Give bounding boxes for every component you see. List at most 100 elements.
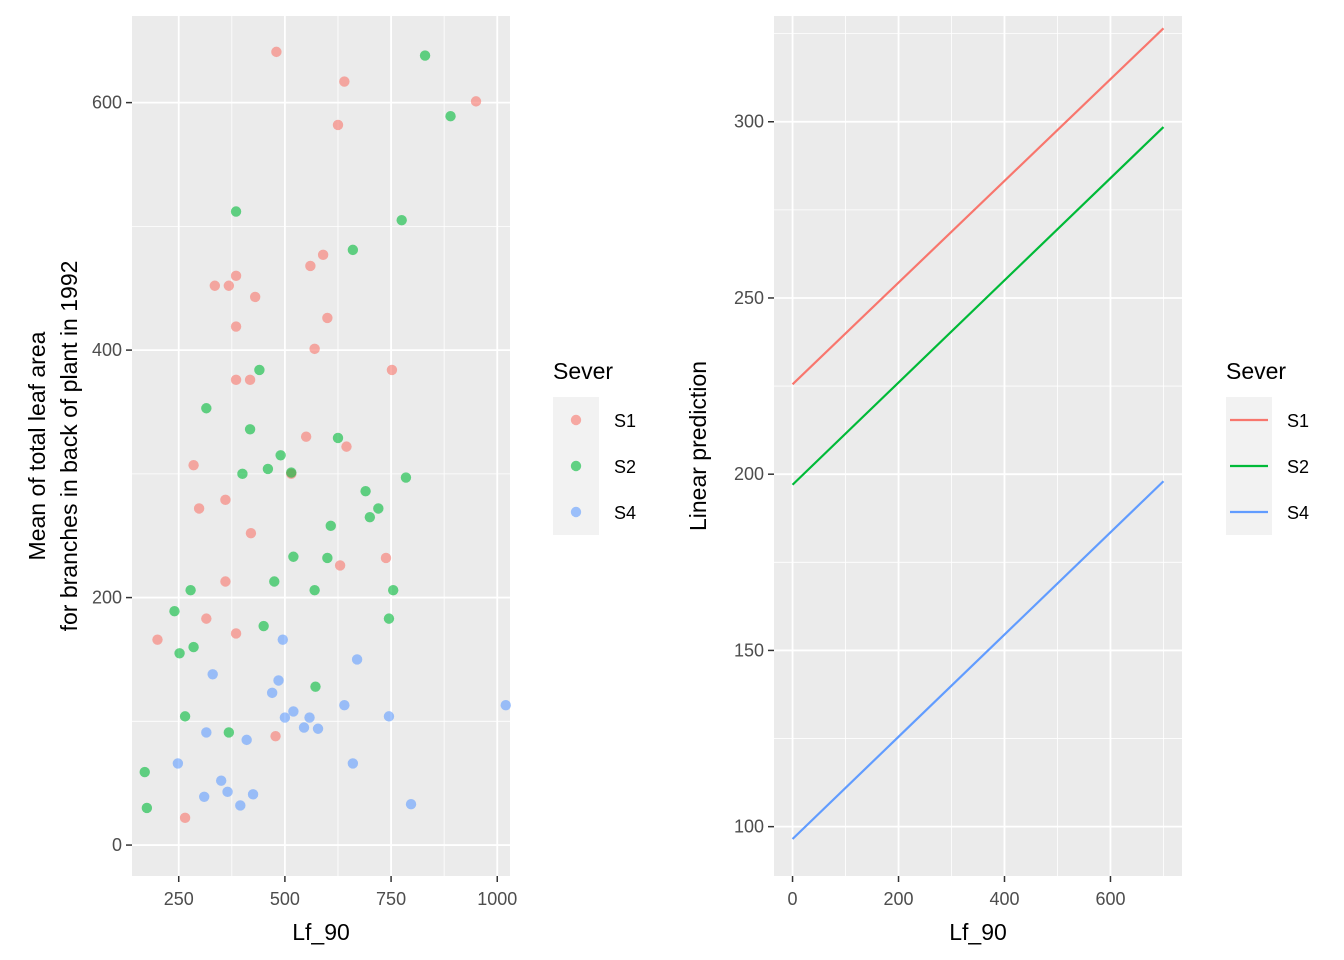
data-point-s1 bbox=[223, 280, 235, 291]
data-point-s4 bbox=[235, 800, 246, 811]
data-point-s2 bbox=[237, 468, 248, 480]
data-point-s4 bbox=[500, 700, 511, 711]
x-tick-label: 200 bbox=[883, 889, 913, 909]
data-point-s4 bbox=[207, 669, 218, 680]
data-point-s2 bbox=[400, 472, 412, 483]
data-point-s2 bbox=[179, 711, 191, 722]
data-point-s4 bbox=[215, 775, 227, 786]
legend: Sever S1 S2 S4 bbox=[553, 358, 636, 535]
legend-key-s4 bbox=[570, 506, 582, 518]
legend-label-s2: S2 bbox=[614, 457, 636, 477]
x-tick-label: 500 bbox=[270, 889, 300, 909]
data-point-s4 bbox=[304, 712, 315, 723]
legend-label-s4: S4 bbox=[614, 503, 636, 523]
data-point-s2 bbox=[223, 727, 235, 738]
prediction-line-plot: 0 200 400 600 100 150 200 250 300 Lf_90 Linear pre… bbox=[685, 16, 1309, 945]
data-point-s2 bbox=[288, 551, 299, 562]
data-point-s2 bbox=[383, 613, 395, 624]
data-point-s2 bbox=[262, 463, 274, 475]
data-point-s1 bbox=[230, 270, 242, 282]
x-axis-title: Lf_90 bbox=[292, 919, 350, 945]
data-point-s4 bbox=[273, 675, 284, 686]
legend-label-s2: S2 bbox=[1287, 457, 1309, 477]
data-point-s4 bbox=[241, 734, 252, 746]
data-point-s1 bbox=[332, 119, 344, 131]
data-point-s2 bbox=[188, 641, 199, 653]
x-tick-label: 0 bbox=[788, 889, 798, 909]
y-tick-label: 0 bbox=[112, 835, 122, 855]
data-point-s2 bbox=[309, 584, 320, 596]
data-point-s1 bbox=[305, 260, 316, 272]
data-point-s2 bbox=[185, 584, 196, 596]
data-point-s2 bbox=[360, 485, 371, 497]
data-point-s4 bbox=[247, 789, 259, 800]
legend-title: Sever bbox=[553, 358, 613, 384]
data-point-s1 bbox=[309, 343, 320, 355]
legend-key-s1 bbox=[570, 414, 582, 426]
data-marks bbox=[139, 46, 511, 824]
data-point-s4 bbox=[222, 786, 233, 798]
data-point-s4 bbox=[351, 654, 363, 665]
y-axis-title-line: for branches in back of plant in 1992 bbox=[56, 261, 82, 632]
data-point-s1 bbox=[201, 613, 212, 624]
y-tick-label: 100 bbox=[734, 817, 764, 837]
data-point-s2 bbox=[230, 206, 242, 217]
data-point-s2 bbox=[322, 552, 333, 564]
panel-background bbox=[774, 16, 1182, 876]
data-point-s1 bbox=[230, 374, 242, 385]
data-point-s1 bbox=[193, 503, 205, 514]
data-point-s4 bbox=[277, 634, 288, 645]
data-point-s1 bbox=[244, 374, 256, 385]
data-point-s2 bbox=[141, 802, 153, 814]
data-point-s1 bbox=[179, 812, 191, 824]
legend-label-s1: S1 bbox=[614, 411, 636, 431]
data-point-s1 bbox=[341, 441, 352, 452]
data-point-s4 bbox=[201, 727, 212, 738]
data-point-s1 bbox=[334, 560, 346, 571]
y-tick-label: 600 bbox=[92, 93, 122, 113]
y-tick-label: 200 bbox=[92, 588, 122, 608]
data-point-s2 bbox=[419, 50, 431, 61]
gridlines bbox=[132, 16, 510, 876]
y-tick-label: 150 bbox=[734, 640, 764, 660]
legend-title: Sever bbox=[1226, 358, 1286, 384]
legend-label-s1: S1 bbox=[1287, 411, 1309, 431]
data-point-s2 bbox=[388, 584, 399, 596]
data-point-s1 bbox=[386, 364, 398, 376]
data-point-s2 bbox=[445, 111, 456, 122]
data-point-s1 bbox=[188, 459, 199, 471]
x-axis-title: Lf_90 bbox=[949, 919, 1007, 945]
data-point-s2 bbox=[139, 766, 150, 778]
y-axis-title-line: Mean of total leaf area bbox=[24, 331, 50, 560]
series-line-s2 bbox=[791, 126, 1165, 486]
data-point-s1 bbox=[300, 431, 312, 442]
data-point-s1 bbox=[317, 249, 329, 261]
x-tick-label: 400 bbox=[989, 889, 1019, 909]
y-tick-label: 250 bbox=[734, 288, 764, 308]
data-point-s2 bbox=[201, 403, 212, 414]
data-point-s4 bbox=[312, 723, 324, 734]
data-point-s1 bbox=[230, 321, 242, 332]
gridlines bbox=[774, 16, 1182, 876]
data-point-s2 bbox=[310, 681, 321, 692]
data-point-s2 bbox=[169, 605, 180, 617]
data-point-s4 bbox=[339, 700, 350, 711]
data-point-s1 bbox=[220, 494, 231, 506]
legend: Sever S1 S2 S4 bbox=[1226, 358, 1309, 535]
data-point-s1 bbox=[249, 291, 261, 303]
x-tick-label: 250 bbox=[164, 889, 194, 909]
y-tick-label: 200 bbox=[734, 464, 764, 484]
data-point-s1 bbox=[322, 312, 333, 324]
scatter-plot: 250 500 750 1000 0 200 400 600 Lf_90 Mean of tota… bbox=[24, 16, 636, 945]
data-point-s1 bbox=[152, 634, 163, 645]
y-axis-title: Mean of total leaf area for branches in b… bbox=[24, 261, 82, 632]
data-point-s2 bbox=[364, 511, 376, 523]
y-tick-label: 400 bbox=[92, 340, 122, 360]
data-point-s1 bbox=[220, 576, 231, 587]
legend-key-s2 bbox=[570, 460, 582, 472]
data-point-s2 bbox=[244, 424, 256, 435]
panel-background bbox=[132, 16, 510, 876]
data-point-s2 bbox=[347, 244, 359, 256]
data-point-s4 bbox=[288, 706, 299, 717]
x-tick-label: 1000 bbox=[477, 889, 517, 909]
